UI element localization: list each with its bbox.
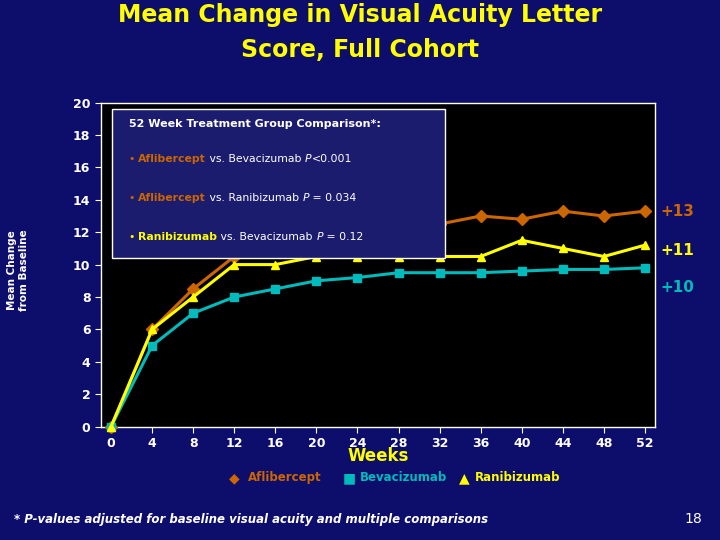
Text: Weeks: Weeks (347, 447, 409, 465)
Text: 52 Week Treatment Group Comparison*:: 52 Week Treatment Group Comparison*: (129, 119, 380, 129)
Text: <0.001: <0.001 (312, 154, 352, 165)
Text: •: • (129, 154, 138, 165)
Text: •: • (129, 193, 138, 204)
Text: P: P (303, 193, 310, 204)
Text: Ranibizumab: Ranibizumab (475, 471, 561, 484)
Text: Aflibercept: Aflibercept (138, 154, 206, 165)
Text: +13: +13 (660, 204, 694, 219)
Text: * P-values adjusted for baseline visual acuity and multiple comparisons: * P-values adjusted for baseline visual … (14, 513, 489, 526)
Text: Aflibercept: Aflibercept (248, 471, 322, 484)
Text: = 0.12: = 0.12 (323, 232, 363, 242)
Text: Score, Full Cohort: Score, Full Cohort (241, 38, 479, 62)
Text: Aflibercept: Aflibercept (138, 193, 206, 204)
Text: Bevacizumab: Bevacizumab (360, 471, 447, 484)
Text: 18: 18 (684, 512, 702, 526)
FancyBboxPatch shape (112, 109, 444, 258)
Text: vs. Bevacizumab: vs. Bevacizumab (206, 154, 305, 165)
Text: = 0.034: = 0.034 (310, 193, 356, 204)
Text: ◆: ◆ (229, 471, 239, 485)
Text: +10: +10 (660, 280, 694, 295)
Text: vs. Bevacizumab: vs. Bevacizumab (217, 232, 316, 242)
Text: +11: +11 (660, 242, 694, 258)
Text: ▲: ▲ (459, 471, 469, 485)
Text: vs. Ranibizumab: vs. Ranibizumab (206, 193, 303, 204)
Text: Mean Change in Visual Acuity Letter: Mean Change in Visual Acuity Letter (118, 3, 602, 26)
Text: P: P (305, 154, 312, 165)
Text: P: P (316, 232, 323, 242)
Text: ■: ■ (343, 471, 356, 485)
Text: Mean Change
from Baseline: Mean Change from Baseline (7, 229, 29, 311)
Text: •: • (129, 232, 138, 242)
Text: Ranibizumab: Ranibizumab (138, 232, 217, 242)
